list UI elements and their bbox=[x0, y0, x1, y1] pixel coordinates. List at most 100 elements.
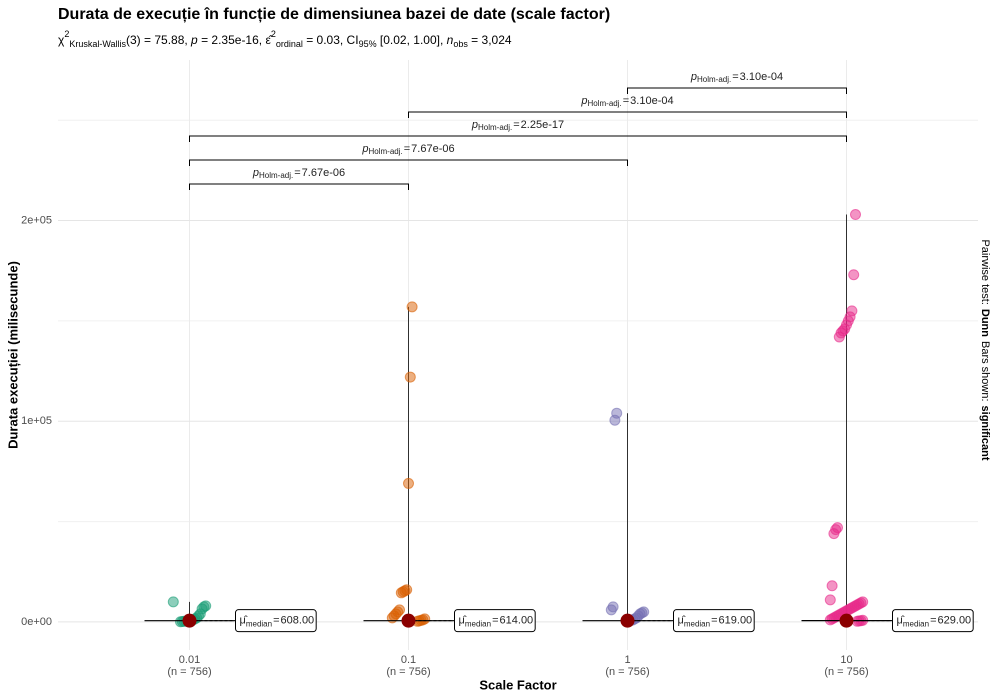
y-tick-label: 1e+05 bbox=[21, 415, 52, 427]
median-point bbox=[620, 613, 635, 628]
y-tick-label: 2e+05 bbox=[21, 214, 52, 226]
median-point bbox=[182, 613, 197, 628]
comparison-bracket bbox=[408, 111, 847, 118]
comparison-label: pHolm-adj.=7.67e-06 bbox=[361, 143, 454, 156]
caption-part: significant bbox=[979, 406, 991, 461]
median-point bbox=[839, 613, 854, 628]
x-tick-label: 0.01 bbox=[179, 654, 200, 666]
p-value: 3.10e-04 bbox=[630, 95, 673, 107]
p-value: 7.67e-06 bbox=[411, 143, 454, 155]
subtitle-part: 2 bbox=[271, 29, 276, 39]
subtitle-part: χ bbox=[58, 33, 65, 47]
p-symbol: p bbox=[252, 167, 259, 179]
comparison-bracket bbox=[189, 159, 628, 166]
data-point bbox=[605, 604, 617, 616]
median-symbol: μ̂ bbox=[240, 615, 248, 627]
median-value: 619.00 bbox=[719, 615, 753, 627]
subtitle-part: = 3,024 bbox=[468, 33, 512, 47]
x-tick-note: (n = 756) bbox=[167, 666, 211, 678]
p-symbol: p bbox=[471, 119, 478, 131]
data-point bbox=[850, 209, 861, 221]
subtitle-part: obs bbox=[453, 39, 468, 49]
equals: = bbox=[732, 71, 738, 83]
p-symbol: p bbox=[690, 71, 697, 83]
equals: = bbox=[513, 119, 519, 131]
data-point bbox=[609, 414, 621, 426]
p-value: 7.67e-06 bbox=[302, 167, 345, 179]
p-method: Holm-adj. bbox=[369, 147, 403, 156]
subtitle-part: = 2.35e-16, bbox=[198, 33, 266, 47]
median-label-box bbox=[454, 609, 536, 633]
data-point bbox=[406, 301, 418, 313]
median-label: μ̂median=629.00 bbox=[892, 609, 974, 633]
data-point bbox=[386, 612, 398, 624]
data-point bbox=[167, 596, 179, 608]
p-method: Holm-adj. bbox=[478, 123, 512, 132]
p-symbol: p bbox=[361, 143, 368, 155]
equals: = bbox=[930, 615, 936, 627]
subtitle-part: n bbox=[447, 33, 454, 47]
subtitle-part: p bbox=[190, 33, 198, 47]
comparison-bracket bbox=[627, 87, 847, 94]
y-axis-label: Durata execuției (milisecunde) bbox=[5, 261, 20, 449]
median-value: 614.00 bbox=[500, 615, 534, 627]
comparison-label: pHolm-adj.=3.10e-04 bbox=[580, 95, 673, 108]
equals: = bbox=[623, 95, 629, 107]
subtitle-part: = 0.03, CI bbox=[303, 33, 359, 47]
equals: = bbox=[404, 143, 410, 155]
median-sub: median bbox=[903, 620, 929, 629]
median-label-box bbox=[892, 609, 974, 633]
median-sub: median bbox=[465, 620, 491, 629]
data-point bbox=[851, 615, 863, 627]
median-label-text: μ̂median=619.00 bbox=[678, 615, 753, 629]
median-label-text: μ̂median=608.00 bbox=[240, 615, 315, 629]
median-label-text: μ̂median=614.00 bbox=[459, 615, 534, 629]
median-sub: median bbox=[684, 620, 710, 629]
chart-subtitle: χ2Kruskal-Wallis(3) = 75.88, p = 2.35e-1… bbox=[58, 29, 512, 49]
comparison-label: pHolm-adj.=7.67e-06 bbox=[252, 167, 345, 180]
data-point bbox=[826, 580, 838, 592]
equals: = bbox=[294, 167, 300, 179]
x-tick-note: (n = 756) bbox=[386, 666, 430, 678]
median-value: 608.00 bbox=[281, 615, 315, 627]
data-point bbox=[395, 587, 407, 599]
caption-part: Pairwise test: bbox=[979, 239, 991, 304]
y-tick-label: 0e+00 bbox=[21, 616, 52, 628]
p-value: 2.25e-17 bbox=[521, 119, 564, 131]
x-tick-note: (n = 756) bbox=[605, 666, 649, 678]
comparison-bracket bbox=[189, 183, 409, 190]
subtitle-part: Kruskal-Wallis bbox=[69, 39, 126, 49]
x-tick-label: 0.1 bbox=[401, 654, 416, 666]
x-tick-note: (n = 756) bbox=[824, 666, 868, 678]
x-tick-label: 1 bbox=[624, 654, 630, 666]
chart-title: Durata de execuție în funcție de dimensi… bbox=[58, 6, 610, 23]
p-symbol: p bbox=[580, 95, 587, 107]
subtitle-part: 2 bbox=[64, 29, 69, 39]
equals: = bbox=[492, 615, 498, 627]
median-label: μ̂median=619.00 bbox=[673, 609, 755, 633]
comparison-label: pHolm-adj.=2.25e-17 bbox=[471, 119, 564, 132]
p-value: 3.10e-04 bbox=[740, 71, 783, 83]
caption-part: Bars shown: bbox=[979, 341, 991, 402]
p-method: Holm-adj. bbox=[697, 75, 731, 84]
subtitle-part: (3) = 75.88, bbox=[126, 33, 191, 47]
comparison-label: pHolm-adj.=3.10e-04 bbox=[690, 71, 783, 84]
subtitle-part: ordinal bbox=[276, 39, 303, 49]
equals: = bbox=[711, 615, 717, 627]
caption: Pairwise test: Dunn Bars shown: significant bbox=[979, 239, 991, 460]
median-symbol: μ̂ bbox=[678, 615, 686, 627]
median-sub: median bbox=[246, 620, 272, 629]
subtitle-part: [0.02, 1.00], bbox=[377, 33, 447, 47]
median-label-text: μ̂median=629.00 bbox=[897, 615, 972, 629]
data-point bbox=[828, 528, 840, 540]
caption-part: Dunn bbox=[979, 309, 991, 337]
median-label-box bbox=[673, 609, 755, 633]
median-label-box bbox=[235, 609, 317, 633]
median-symbol: μ̂ bbox=[459, 615, 467, 627]
data-point bbox=[848, 269, 860, 281]
x-axis-label: Scale Factor bbox=[479, 677, 556, 692]
median-point bbox=[401, 613, 416, 628]
data-point bbox=[824, 594, 836, 606]
median-label: μ̂median=608.00 bbox=[235, 609, 317, 633]
